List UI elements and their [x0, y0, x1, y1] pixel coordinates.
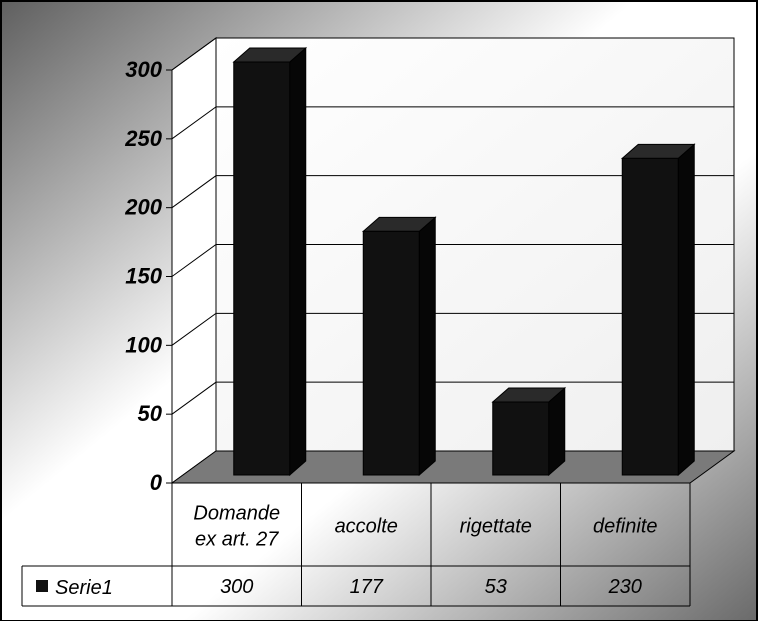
bars [232, 46, 696, 477]
bar-4 [620, 143, 696, 477]
data-value-label: 230 [608, 576, 642, 598]
gridline [171, 37, 734, 71]
data-value-label: 300 [220, 576, 253, 598]
bar-front [621, 157, 679, 476]
bar-side [548, 386, 566, 477]
y-tick-label: 150 [125, 264, 162, 289]
bar-front [362, 230, 420, 476]
gridline [171, 175, 734, 209]
gridline [171, 312, 734, 346]
bar-side [677, 143, 695, 477]
data-table: Domande ex art. 27 300 accolte 177 rigettate 5… [21, 483, 691, 607]
y-tick-label: 250 [124, 126, 162, 151]
bar-front [233, 61, 291, 476]
category-label: definite [593, 516, 658, 538]
category-label: rigettate [460, 516, 532, 538]
legend-series-name: Serie1 [55, 577, 113, 599]
gridline [171, 244, 734, 277]
y-tick-label: 50 [138, 401, 163, 426]
bar-side [289, 46, 307, 477]
bar-front [492, 401, 550, 476]
plot-floor [170, 450, 736, 484]
legend-swatch [36, 580, 48, 592]
y-tick-label: 300 [125, 57, 162, 82]
data-value-label: 177 [350, 576, 384, 598]
y-tick-label: 100 [125, 332, 162, 357]
y-tick-label: 0 [150, 470, 163, 495]
y-tick-label: 200 [124, 195, 162, 220]
data-value-label: 53 [485, 576, 507, 598]
gridline [171, 106, 734, 140]
bar-2 [361, 216, 437, 477]
category-label: Domande [193, 503, 280, 525]
floor-plane [170, 450, 736, 484]
y-axis-tick-labels: 0 50 100 150 200 250 300 [124, 57, 162, 495]
bar-1 [232, 46, 308, 477]
bar-3 [491, 386, 567, 477]
bar-side [418, 216, 436, 477]
gridlines [166, 37, 734, 484]
gridline [171, 381, 734, 415]
category-label: ex art. 27 [195, 529, 279, 551]
category-label: accolte [335, 516, 398, 538]
